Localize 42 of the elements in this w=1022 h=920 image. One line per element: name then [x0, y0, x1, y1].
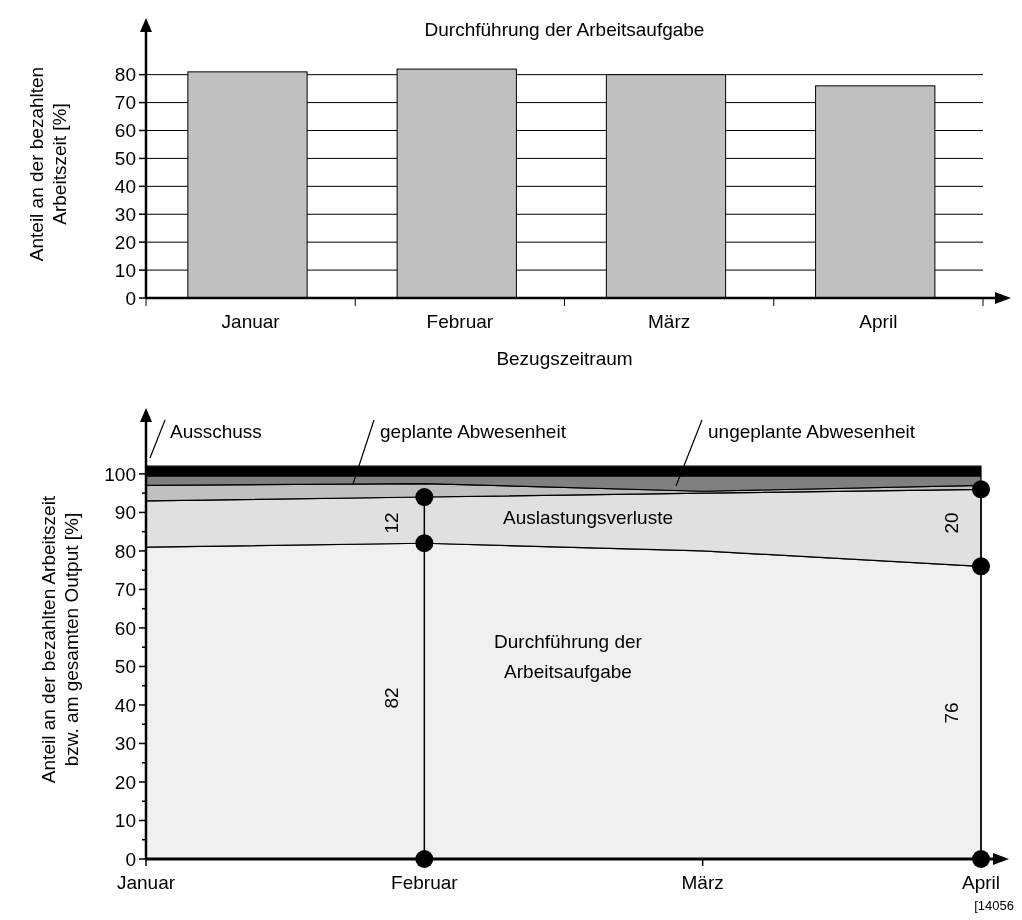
x-axis-title: Bezugszeitraum [496, 348, 633, 369]
y-tick-label: 30 [114, 733, 136, 755]
y-axis-title: Anteil an der bezahlten Arbeitszeit [%] [26, 66, 71, 262]
series-label: Durchführung der Arbeitsaufgabe [494, 631, 643, 683]
y-tick-label: 10 [114, 810, 136, 832]
annotation: 76 [941, 702, 962, 724]
y-tick-label: 90 [114, 502, 136, 524]
y-tick-label: 70 [114, 579, 136, 601]
x-tick-label: April [859, 311, 898, 332]
y-tick-label: 60 [114, 617, 136, 639]
y-tick-label: 10 [114, 259, 136, 281]
x-tick-label: Februar [426, 311, 494, 332]
text: [14056 [974, 898, 1014, 913]
y-tick-label: 0 [125, 848, 136, 870]
y-tick-label: 70 [114, 92, 136, 114]
x-tick-label: März [648, 311, 691, 332]
text: geplante Abwesenheit [380, 421, 567, 442]
x-tick-label: Januar [116, 872, 176, 893]
x-tick-label: Januar [221, 311, 281, 332]
y-tick-label: 50 [114, 656, 136, 678]
y-tick-label: 100 [104, 463, 136, 485]
y-tick-label: 80 [114, 540, 136, 562]
y-tick-label: 40 [114, 694, 136, 716]
annotation: 12 [381, 512, 402, 534]
x-tick-label: April [961, 872, 1001, 893]
y-tick-label: 20 [114, 231, 136, 253]
y-tick-label: 50 [114, 148, 136, 170]
y-tick-label: 80 [114, 64, 136, 86]
series-label: ungeplante Abwesenheit [708, 421, 916, 442]
y-tick-label: 60 [114, 120, 136, 142]
y-tick-label: 0 [125, 287, 136, 309]
y-tick-label: 40 [114, 175, 136, 197]
annotation: 82 [381, 687, 402, 709]
y-axis-title: Anteil an der bezahlten Arbeitszeit bzw. am gesamten Output [%] [38, 495, 83, 784]
series-label: Auslastungsverluste [502, 507, 674, 528]
annotation: 20 [941, 512, 962, 534]
y-tick-label: 30 [114, 203, 136, 225]
legend-label: Ausschuss [170, 421, 262, 442]
x-tick-label: März [681, 872, 724, 893]
chart-title: Durchführung der Arbeitsaufgabe [424, 19, 705, 40]
x-tick-label: Februar [391, 872, 459, 893]
y-tick-label: 20 [114, 771, 136, 793]
